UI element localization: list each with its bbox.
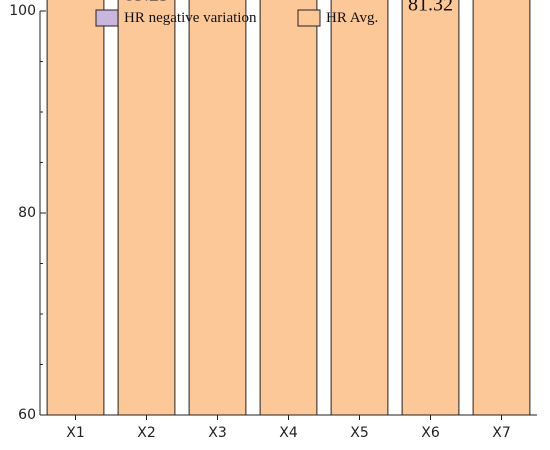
bar-hr-avg-x2 bbox=[117, 0, 176, 416]
legend-swatch-hr-avg bbox=[297, 9, 321, 27]
data-label-hr-avg-x5: 83.91 bbox=[337, 0, 382, 2]
x-tick-label-x1: X1 bbox=[66, 425, 85, 441]
bar-hr-avg-x7 bbox=[472, 0, 531, 416]
bar-hr-avg-x4 bbox=[259, 0, 318, 416]
bar-hr-avg-x6 bbox=[401, 0, 460, 416]
data-label-hr-avg-x4: 83.32 bbox=[266, 0, 311, 5]
data-label-hr-avg-x3: 83.95 bbox=[195, 0, 240, 2]
x-tick-label-x3: X3 bbox=[208, 425, 227, 441]
bar-hr-avg-x3 bbox=[188, 0, 247, 416]
y-tick-label-80: 80 bbox=[18, 205, 36, 221]
legend-label-hr-avg: HR Avg. bbox=[326, 10, 378, 26]
x-tick-label-x5: X5 bbox=[350, 425, 369, 441]
bar-hr-avg-x1 bbox=[46, 0, 105, 416]
x-tick-label-x7: X7 bbox=[492, 425, 511, 441]
x-tick-label-x2: X2 bbox=[137, 425, 156, 441]
data-label-hr-avg-x1: 83.5 bbox=[58, 0, 93, 4]
data-label-hr-avg-x2: 83.23 bbox=[124, 0, 169, 6]
legend-label-hr-negative-variation: HR negative variation bbox=[124, 10, 257, 26]
axes-layer: 60 80 100 X1 X2 X3 X4 X5 X6 X7 bbox=[9, 3, 537, 441]
y-tick-label-100: 100 bbox=[9, 3, 36, 19]
data-label-hr-avg-x7: 84.18 bbox=[479, 0, 524, 1]
x-tick-label-x6: X6 bbox=[421, 425, 440, 441]
y-tick-label-60: 60 bbox=[18, 407, 36, 423]
bar-hr-avg-x5 bbox=[330, 0, 389, 416]
legend-swatch-hr-negative-variation bbox=[95, 9, 119, 27]
x-tick-label-x4: X4 bbox=[279, 425, 298, 441]
legend: HR negative variation HR Avg. bbox=[95, 9, 378, 27]
data-label-hr-avg-x6: 81.32 bbox=[408, 0, 453, 15]
bars-layer: 83.51.5583.231.8283.951.0983.321.7383.91… bbox=[46, 0, 531, 416]
